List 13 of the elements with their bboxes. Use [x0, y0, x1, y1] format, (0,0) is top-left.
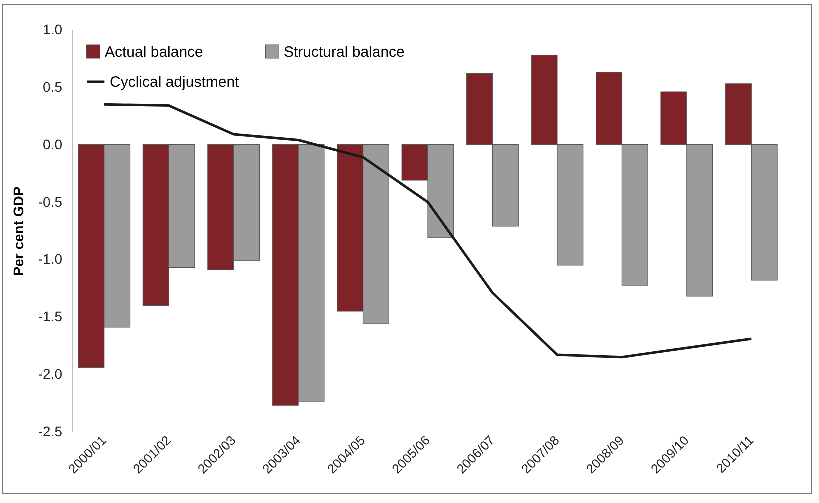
y-tick-label: -0.5	[38, 194, 63, 210]
y-tick-label: 0.5	[43, 78, 63, 95]
legend-label: Cyclical adjustment	[110, 74, 240, 91]
y-axis-title: Per cent GDP	[10, 186, 26, 276]
line-series	[103, 103, 753, 359]
y-tick-label: -2.5	[38, 424, 63, 440]
legend-label: Actual balance	[105, 44, 204, 61]
y-tick-label: 0.0	[43, 136, 63, 152]
y-tick-label: -1.0	[38, 251, 63, 268]
y-tick-label: -1.5	[38, 308, 63, 325]
legend-label: Structural balance	[284, 44, 405, 61]
y-tick-label: -2.0	[38, 366, 63, 382]
y-tick-label: 1.0	[43, 22, 63, 38]
